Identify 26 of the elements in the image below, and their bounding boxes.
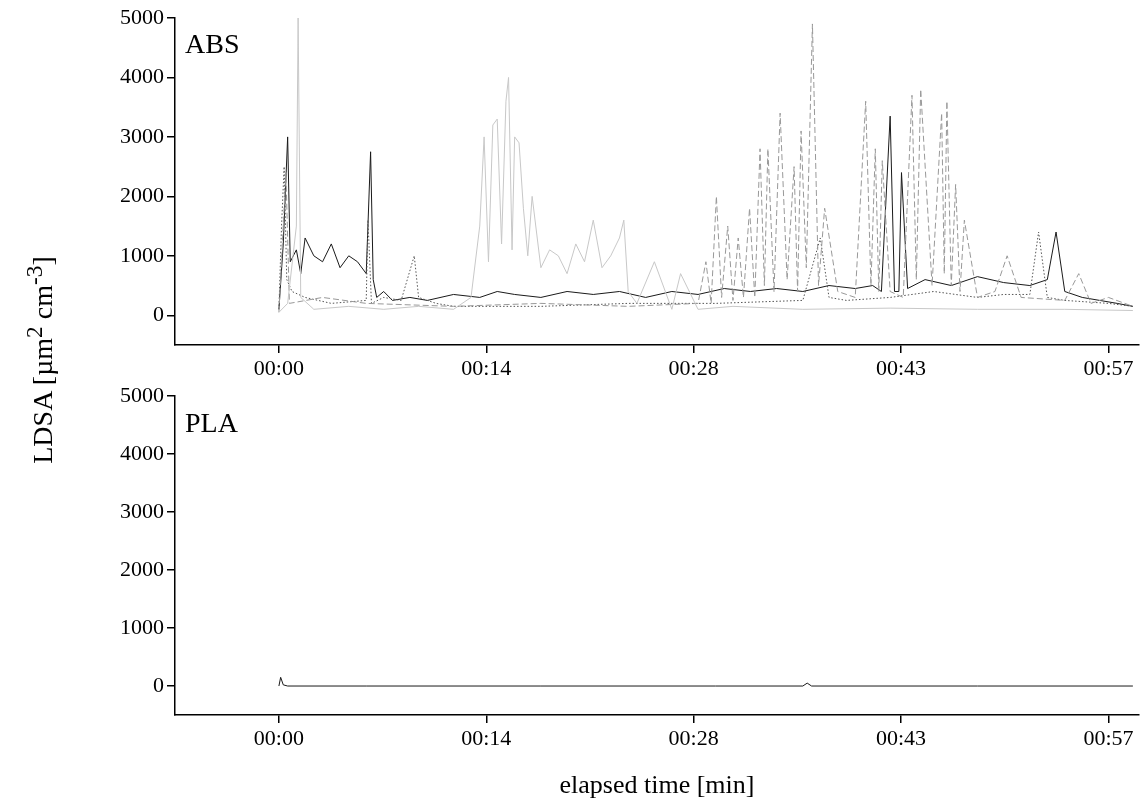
x-tick-label: 00:43 [875,354,927,380]
x-tick-label: 00:57 [1083,354,1134,380]
x-tick-label: 00:28 [668,724,719,750]
y-tick-label: 4000 [120,63,164,89]
x-tick-label: 00:57 [1083,724,1134,750]
y-tick-label: 5000 [120,381,164,407]
y-tick-label: 0 [153,671,164,697]
x-tick-label: 00:00 [253,724,304,750]
annotation: ABS [185,28,240,60]
line-series [278,166,1134,310]
x-tick-label: 00:28 [668,354,719,380]
y-tick-label: 2000 [120,182,164,208]
x-axis-title: elapsed time [min] [559,770,755,800]
x-tick-label: 00:14 [461,724,512,750]
x-tick-label: 00:14 [461,354,512,380]
y-tick-label: 2000 [120,555,164,581]
y-tick-label: 1000 [120,241,164,267]
y-tick-label: 0 [153,301,164,327]
annotation: PLA [185,406,239,438]
y-tick-label: 5000 [120,3,164,29]
x-tick-label: 00:00 [253,354,304,380]
y-tick-label: 3000 [120,122,164,148]
y-tick-label: 3000 [120,497,164,523]
y-tick-label: 4000 [120,439,164,465]
x-tick-label: 00:43 [875,724,927,750]
y-tick-label: 1000 [120,613,164,639]
